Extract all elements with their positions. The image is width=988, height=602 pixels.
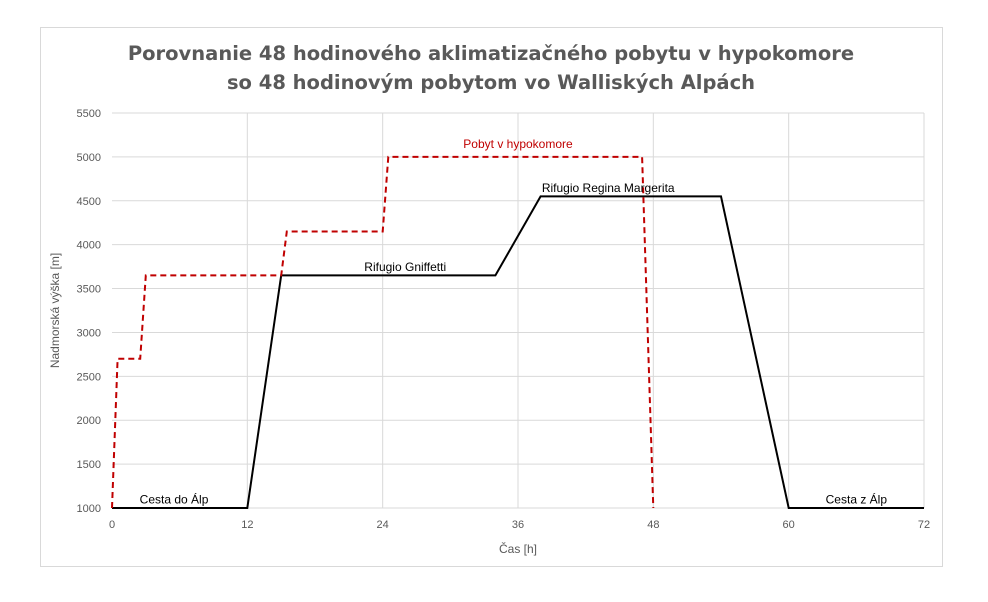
x-tick-label: 0 (109, 519, 115, 531)
x-tick-label: 48 (647, 519, 659, 531)
x-tick-label: 12 (241, 519, 253, 531)
chart-title-line: so 48 hodinovým pobytom vo Walliských Al… (227, 71, 755, 94)
y-tick-label: 4500 (77, 196, 101, 208)
annotation-label: Rifugio Regina Margerita (542, 181, 675, 195)
series (111, 155, 924, 509)
x-tick-label: 72 (918, 519, 930, 531)
annotation-label: Cesta z Álp (826, 492, 888, 507)
x-tick-labels: 0 12 24 36 48 60 72 (109, 519, 930, 531)
y-tick-label: 3500 (77, 284, 101, 296)
y-tick-label: 2500 (77, 371, 101, 383)
series-line-solid (112, 195, 924, 509)
chart-frame: Porovnanie 48 hodinového aklimatizačného… (40, 27, 943, 567)
x-tick-label: 60 (783, 519, 795, 531)
chart-title-line: Porovnanie 48 hodinového aklimatizačného… (128, 42, 854, 65)
y-tick-label: 1500 (77, 459, 101, 471)
annotation-label: Cesta do Álp (140, 492, 209, 507)
y-tick-label: 5000 (77, 152, 101, 164)
y-tick-labels: 1000 1500 2000 2500 3000 3500 4000 4500 5000 5500 (77, 108, 101, 515)
y-tick-label: 5500 (77, 108, 101, 120)
annotation-label: Rifugio Gniffetti (364, 260, 446, 274)
y-tick-label: 1000 (77, 503, 101, 515)
y-tick-label: 4000 (77, 240, 101, 252)
annotation-label: Pobyt v hypokomore (463, 137, 573, 151)
x-tick-label: 36 (512, 519, 524, 531)
x-tick-label: 24 (377, 519, 389, 531)
series-line-dashed (111, 155, 655, 509)
x-axis-label: Čas [h] (499, 541, 537, 556)
annotations: Cesta do Álp Rifugio Gniffetti Rifugio Reg… (140, 137, 888, 507)
chart-svg: Porovnanie 48 hodinového aklimatizačného… (48, 42, 930, 556)
y-tick-label: 3000 (77, 327, 101, 339)
grid (112, 112, 925, 509)
y-axis-label: Nadmorská výška [m] (48, 253, 62, 368)
chart-title: Porovnanie 48 hodinového aklimatizačného… (128, 42, 854, 94)
y-tick-label: 2000 (77, 415, 101, 427)
